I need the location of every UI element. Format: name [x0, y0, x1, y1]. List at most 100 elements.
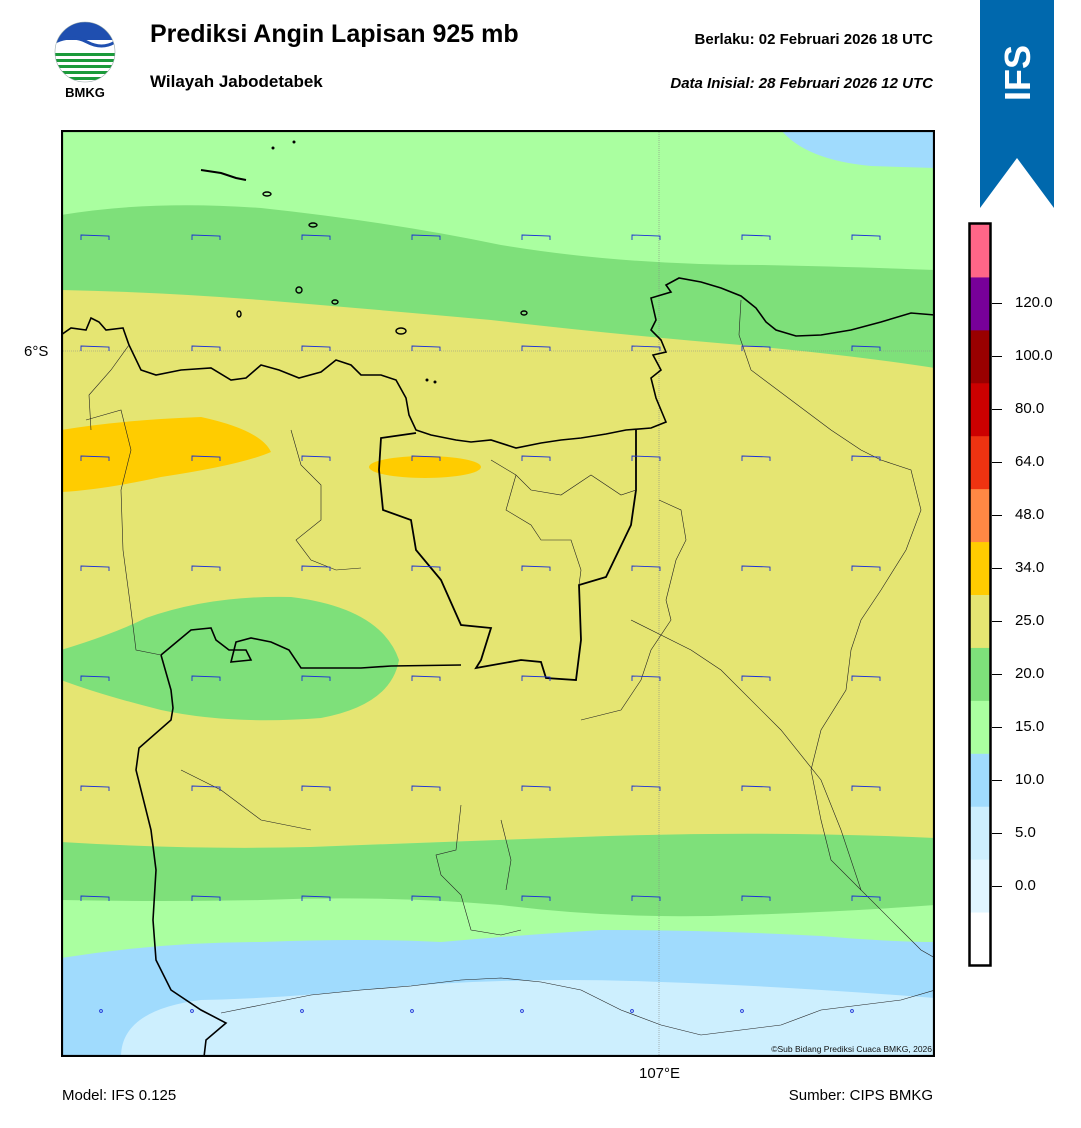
colorbar-swatch [970, 435, 990, 490]
wind-barb [741, 345, 771, 351]
colorbar-tick [992, 832, 1002, 834]
island [271, 146, 275, 150]
regency-border [85, 409, 162, 656]
regency-border [738, 299, 922, 891]
wind-map[interactable] [61, 130, 935, 1057]
colorbar [968, 222, 992, 967]
wind-barb [741, 785, 771, 791]
province-border-west [135, 654, 228, 1057]
colorbar-tick [992, 356, 1002, 358]
island [295, 286, 303, 294]
colorbar-label: 80.0 [1015, 400, 1045, 418]
colorbar-swatch [970, 224, 990, 278]
band-15-20-west [61, 596, 399, 721]
regency-border [580, 499, 935, 959]
lat-label-6s: 6°S [24, 343, 49, 360]
colorbar-swatch [970, 382, 990, 437]
wind-barb [851, 895, 881, 901]
wind-barb [521, 565, 551, 571]
wind-barb [80, 565, 110, 571]
regency-border [88, 344, 362, 571]
region-subtitle: Wilayah Jabodetabek [150, 72, 323, 91]
band-15-20-south [61, 833, 935, 917]
colorbar-tick [992, 673, 1002, 675]
island [395, 327, 407, 335]
logo-label: BMKG [65, 85, 105, 100]
province-border-jakarta [378, 430, 637, 681]
wind-barb [301, 234, 331, 240]
colorbar-swatch [970, 912, 990, 966]
colorbar-label: 100.0 [1015, 347, 1053, 365]
wind-barb [411, 565, 441, 571]
wind-barb [191, 455, 221, 461]
wind-barb [411, 785, 441, 791]
wind-barb [301, 675, 331, 681]
wind-barb [851, 785, 881, 791]
band-5-10-north [781, 130, 935, 168]
wind-barb [741, 234, 771, 240]
wind-barb [631, 675, 661, 681]
wind-barb [631, 234, 661, 240]
wind-barb [741, 895, 771, 901]
wind-barb [851, 455, 881, 461]
wind-barb [741, 675, 771, 681]
wind-barb [521, 895, 551, 901]
model-info: Model: IFS 0.125 [62, 1087, 177, 1104]
colorbar-label: 120.0 [1015, 294, 1053, 312]
wind-barb [301, 345, 331, 351]
colorbar-swatch [970, 647, 990, 701]
colorbar-tick [992, 779, 1002, 781]
wind-barb [631, 565, 661, 571]
calm-wind-marker [190, 1009, 194, 1013]
wind-barb [741, 565, 771, 571]
colorbar-tick [992, 409, 1002, 411]
colorbar-label: 0.0 [1015, 876, 1036, 894]
wind-barb [191, 565, 221, 571]
wind-barb [631, 455, 661, 461]
colorbar-tick [992, 462, 1002, 464]
wind-barb [301, 895, 331, 901]
island [236, 310, 242, 318]
valid-time: Berlaku: 02 Februari 2026 18 UTC [694, 31, 933, 48]
wind-barb [741, 455, 771, 461]
wind-barb [851, 345, 881, 351]
wind-barb [631, 345, 661, 351]
wind-barb [411, 234, 441, 240]
colorbar-label: 15.0 [1015, 717, 1045, 735]
regency-border [490, 459, 637, 586]
wind-barb [521, 345, 551, 351]
colorbar-swatch [970, 753, 990, 807]
wind-barb [411, 345, 441, 351]
calm-wind-marker [99, 1009, 103, 1013]
wind-barb [191, 675, 221, 681]
copyright-note: ©Sub Bidang Prediksi Cuaca BMKG, 2026 [771, 1044, 932, 1054]
source-info: Sumber: CIPS BMKG [788, 1087, 933, 1104]
page-title: Prediksi Angin Lapisan 925 mb [150, 20, 519, 48]
colorbar-label: 20.0 [1015, 664, 1045, 682]
wind-barb [631, 785, 661, 791]
wind-barb [80, 234, 110, 240]
bmkg-logo [54, 21, 116, 83]
wind-barb [411, 455, 441, 461]
wind-barb [80, 455, 110, 461]
wind-barb [191, 345, 221, 351]
band-25-34-center [369, 456, 481, 478]
colorbar-swatch [970, 700, 990, 754]
wind-barb [521, 785, 551, 791]
colorbar-swatch [970, 276, 990, 331]
wind-barb [411, 675, 441, 681]
colorbar-label: 48.0 [1015, 506, 1045, 524]
wind-barb [191, 785, 221, 791]
wind-barbs [80, 234, 881, 1013]
calm-wind-marker [740, 1009, 744, 1013]
wind-barb [631, 895, 661, 901]
wind-barb [521, 234, 551, 240]
colorbar-label: 64.0 [1015, 453, 1045, 471]
province-border-banten [160, 627, 462, 669]
band-25-34-west [61, 417, 271, 492]
island [433, 380, 437, 384]
wind-barb [301, 785, 331, 791]
calm-wind-marker [850, 1009, 854, 1013]
colorbar-tick [992, 885, 1002, 887]
wind-barb [301, 565, 331, 571]
